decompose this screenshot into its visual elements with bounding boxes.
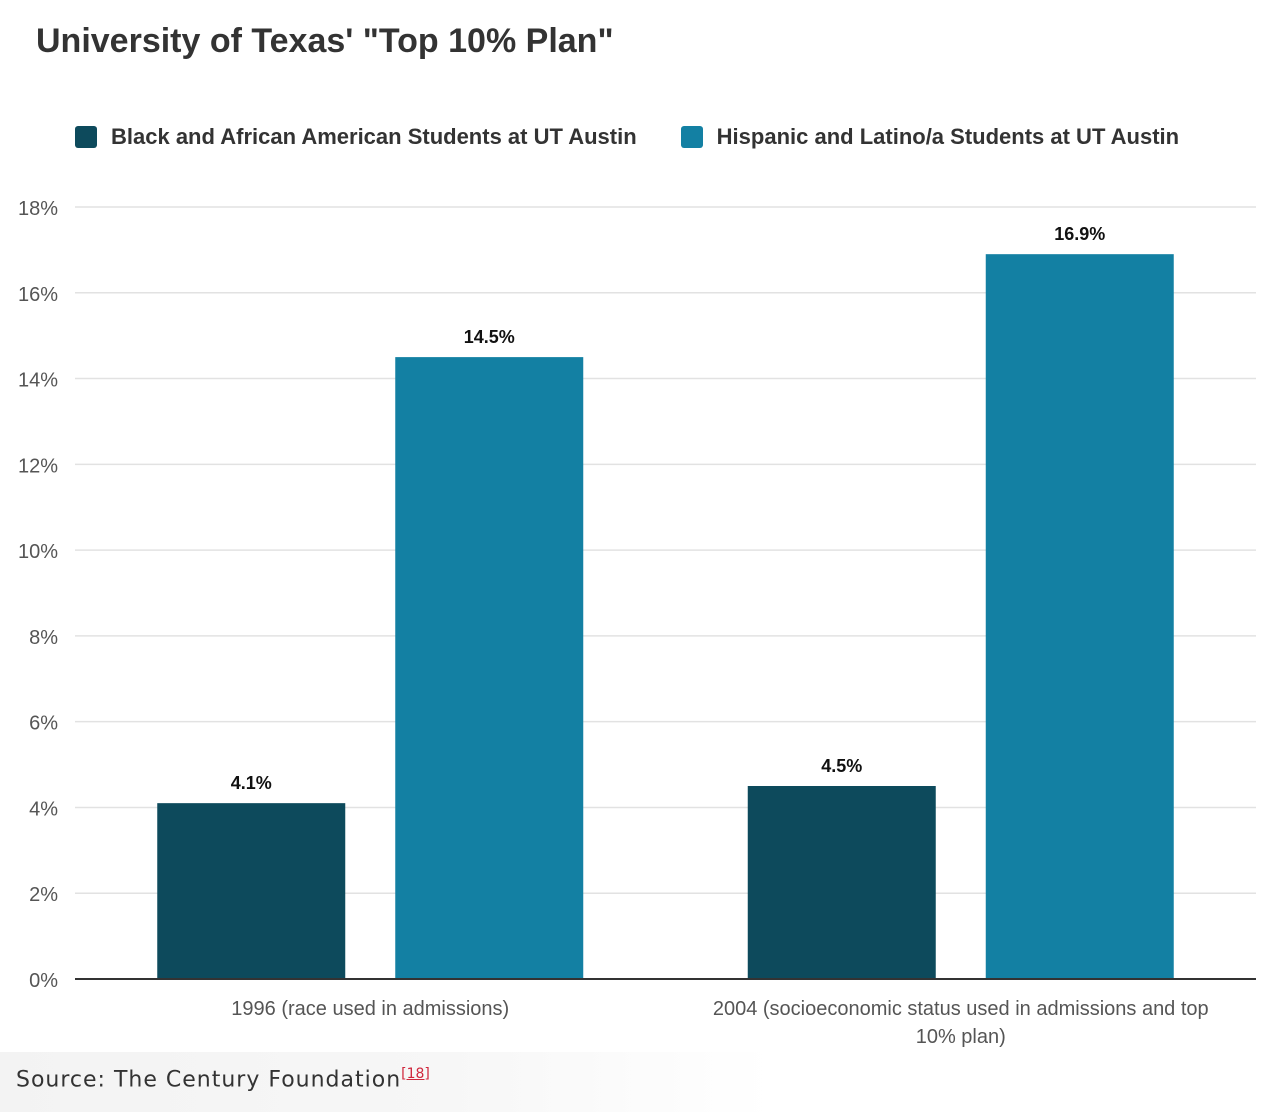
x-tick-label: 1996 (race used in admissions) <box>231 998 509 1020</box>
bar <box>157 803 346 979</box>
chart-title: University of Texas' "Top 10% Plan" <box>36 22 614 60</box>
y-tick-label: 2% <box>29 884 58 906</box>
legend-item-series1[interactable]: Black and African American Students at U… <box>75 124 637 150</box>
x-tick-label: 10% plan) <box>916 1026 1006 1048</box>
y-tick-label: 8% <box>29 627 58 649</box>
legend: Black and African American Students at U… <box>75 124 1179 150</box>
bar <box>395 357 584 980</box>
legend-swatch-series2 <box>680 126 703 148</box>
legend-swatch-series1 <box>75 126 97 148</box>
data-label: 16.9% <box>1054 224 1105 244</box>
y-tick-label: 14% <box>18 370 58 392</box>
legend-label-series1: Black and African American Students at U… <box>111 124 637 149</box>
source-label: Source: The Century Foundation <box>16 1067 402 1093</box>
bar-chart: 0% 2% 4% 6% 8% 10% 12% 14% 16% 18% 4.1% 14.5% 1996 (… <box>18 198 1256 1048</box>
y-tick-label: 16% <box>18 284 58 306</box>
bar <box>747 786 936 979</box>
bar <box>985 254 1174 979</box>
y-tick-label: 4% <box>29 798 58 820</box>
source-footer: Source: The Century Foundation[18] <box>0 1052 1288 1112</box>
data-label: 4.1% <box>231 773 272 793</box>
source-text: Source: The Century Foundation[18] <box>16 1066 430 1092</box>
x-tick-label: 2004 (socioeconomic status used in admis… <box>713 998 1209 1020</box>
legend-item-series2[interactable]: Hispanic and Latino/a Students at UT Aus… <box>680 124 1180 150</box>
legend-label-series2: Hispanic and Latino/a Students at UT Aus… <box>716 124 1180 149</box>
source-reference-link[interactable]: [18] <box>401 1066 430 1082</box>
y-tick-label: 10% <box>18 541 58 563</box>
y-tick-label: 12% <box>18 455 58 477</box>
y-tick-label: 6% <box>29 713 58 735</box>
y-tick-label: 0% <box>29 970 58 992</box>
data-label: 4.5% <box>821 756 862 776</box>
data-label: 14.5% <box>464 327 515 347</box>
y-tick-label: 18% <box>18 198 58 220</box>
